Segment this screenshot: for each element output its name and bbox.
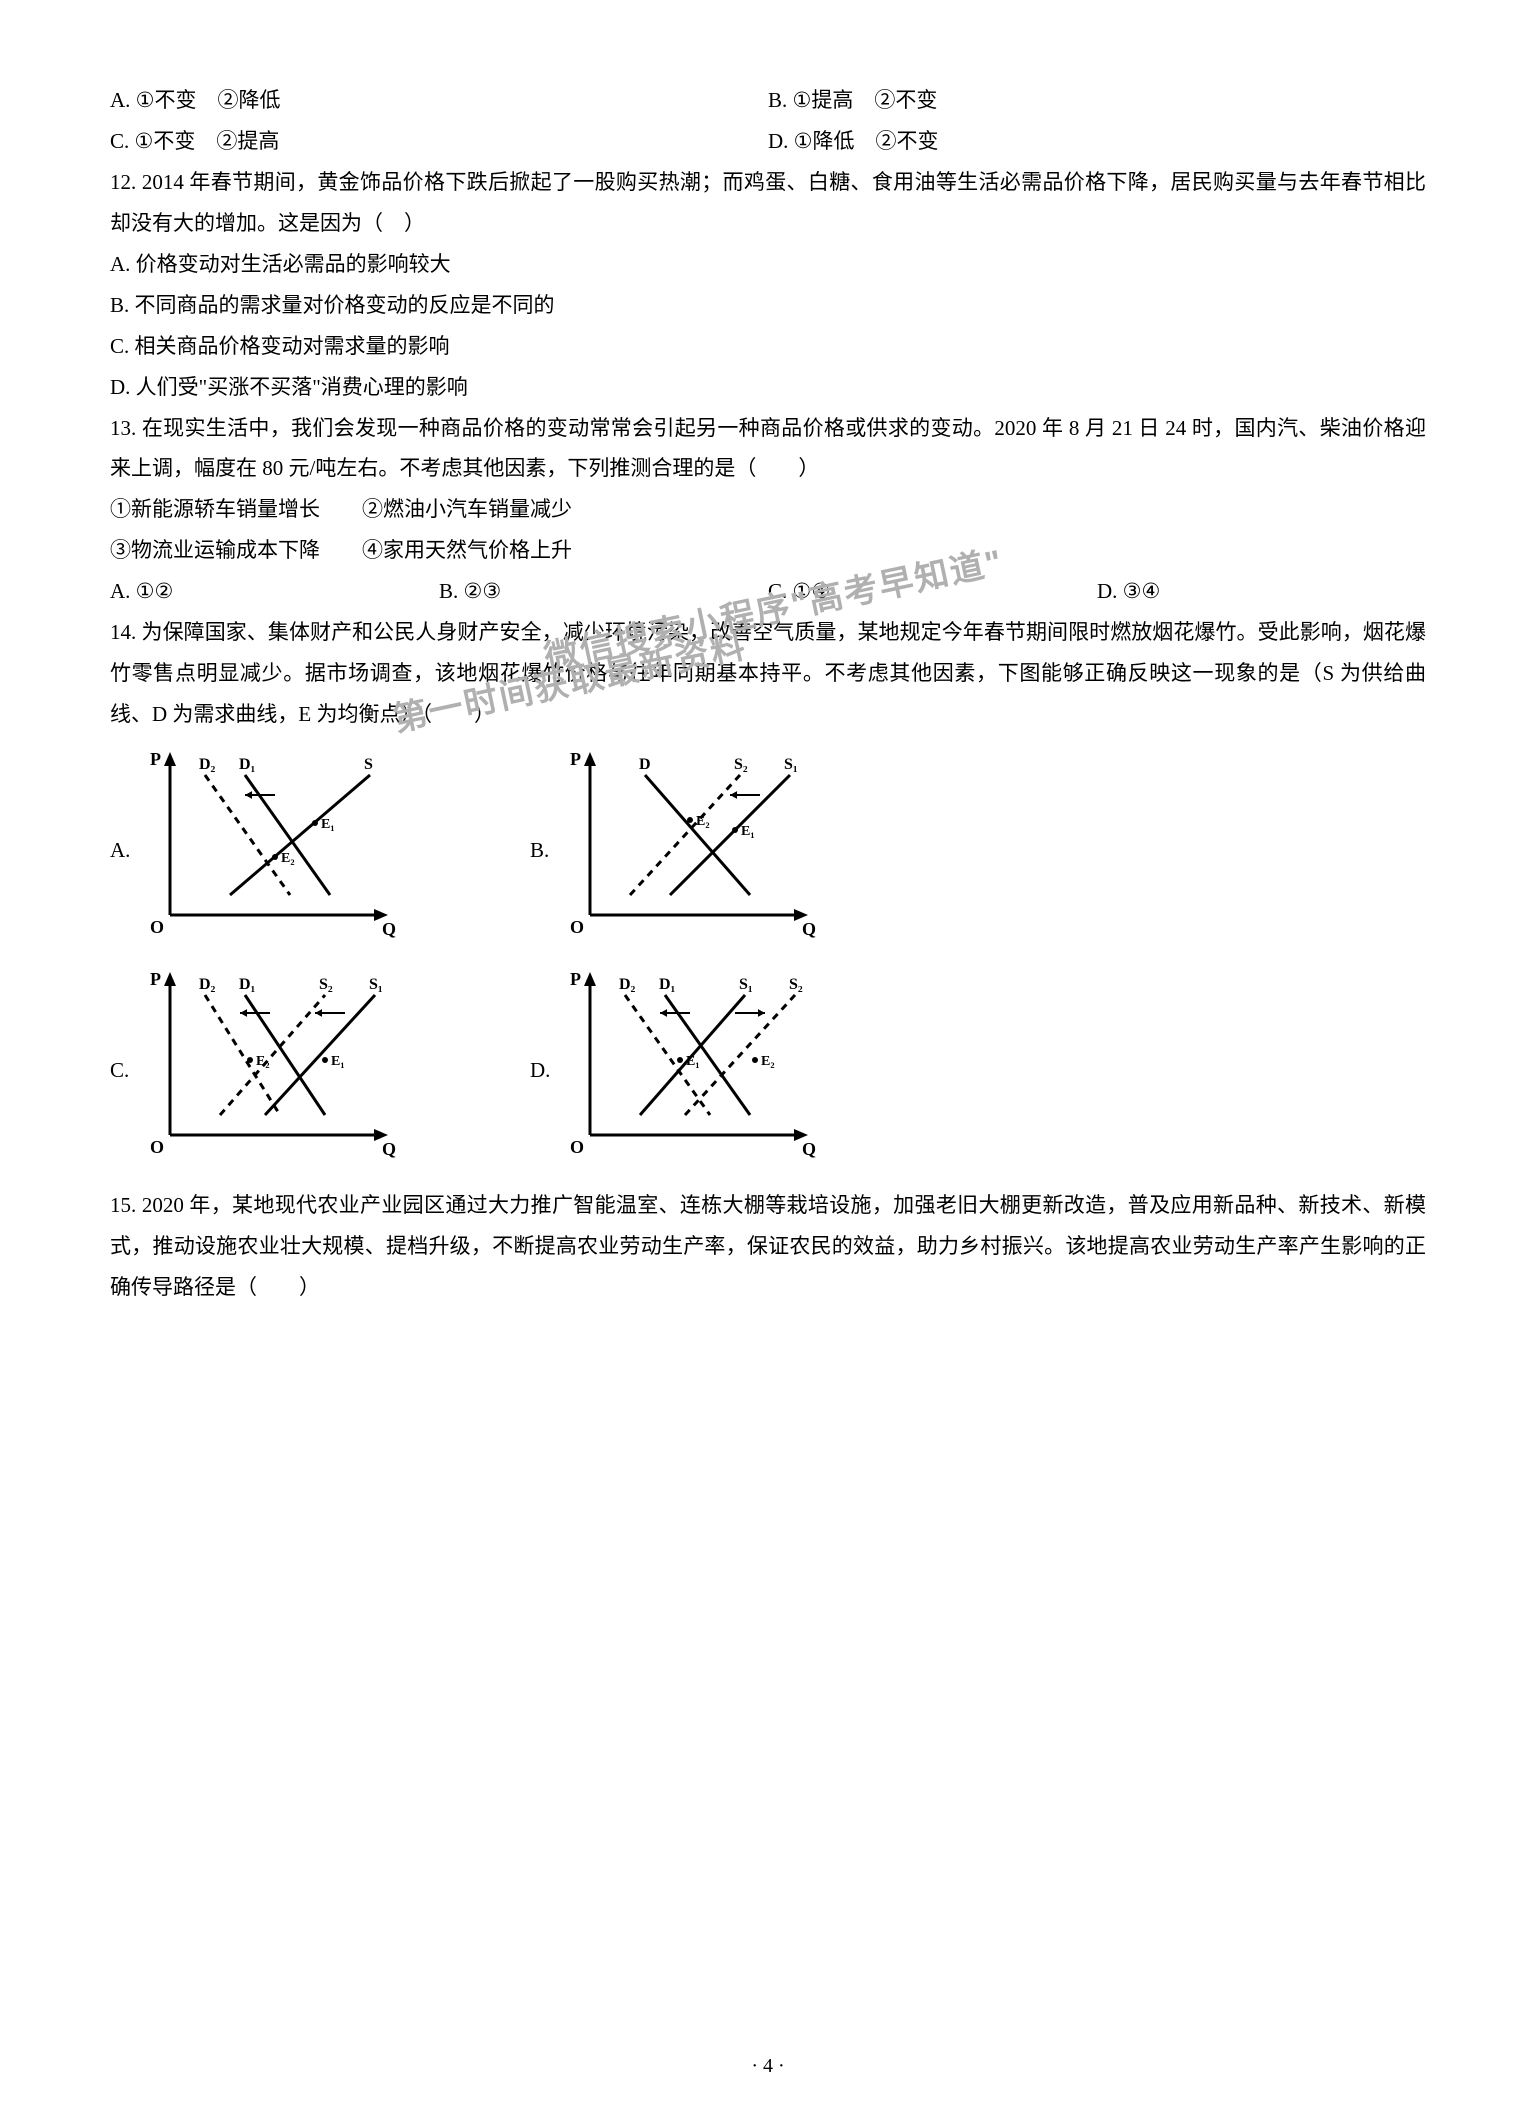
- svg-text:P: P: [150, 749, 161, 769]
- q15-stem: 15. 2020 年，某地现代农业产业园区通过大力推广智能温室、连栋大棚等栽培设…: [110, 1185, 1426, 1308]
- svg-text:E₂: E₂: [281, 851, 295, 866]
- svg-text:S₂: S₂: [789, 976, 803, 993]
- svg-text:D₂: D₂: [199, 976, 216, 993]
- q14-stem: 14. 为保障国家、集体财产和公民人身财产安全，减少环境污染，改善空气质量，某地…: [110, 612, 1426, 735]
- q14-chart-row-2: C. P Q O D₂ D₁ S₂ S₁ E₂ E₁ D. P Q O D₂ D₁ S₁ S₂ E₁ E₂: [110, 965, 1426, 1175]
- svg-text:Q: Q: [802, 1139, 816, 1159]
- svg-text:D₁: D₁: [239, 976, 256, 993]
- svg-text:P: P: [570, 969, 581, 989]
- svg-text:P: P: [570, 749, 581, 769]
- q13-statements-2: ③物流业运输成本下降 ④家用天然气价格上升: [110, 530, 1426, 571]
- q11-options: A. ①不变 ②降低 B. ①提高 ②不变 C. ①不变 ②提高 D. ①降低 …: [110, 80, 1426, 162]
- svg-text:S₁: S₁: [369, 976, 383, 993]
- svg-text:D: D: [639, 756, 651, 773]
- svg-text:S₂: S₂: [734, 756, 748, 773]
- page-number: · 4 ·: [0, 2047, 1536, 2086]
- q13-statements-1: ①新能源轿车销量增长 ②燃油小汽车销量减少: [110, 489, 1426, 530]
- svg-text:S₁: S₁: [784, 756, 798, 773]
- q14-label-c: C.: [110, 1050, 140, 1091]
- q14-label-a: A.: [110, 830, 140, 871]
- svg-text:P: P: [150, 969, 161, 989]
- q13-options: A. ①② B. ②③ C. ①④ D. ③④: [110, 571, 1426, 612]
- q12-opt-c: C. 相关商品价格变动对需求量的影响: [110, 326, 1426, 367]
- q12-opt-a: A. 价格变动对生活必需品的影响较大: [110, 244, 1426, 285]
- svg-text:Q: Q: [802, 919, 816, 939]
- svg-text:E₁: E₁: [331, 1054, 345, 1069]
- svg-text:S₂: S₂: [319, 976, 333, 993]
- svg-text:E₁: E₁: [741, 824, 755, 839]
- q12-opt-b: B. 不同商品的需求量对价格变动的反应是不同的: [110, 285, 1426, 326]
- q13-opt-b: B. ②③: [439, 571, 768, 612]
- svg-text:Q: Q: [382, 919, 396, 939]
- q11-opt-b: B. ①提高 ②不变: [768, 80, 1426, 121]
- svg-text:O: O: [150, 1137, 164, 1157]
- svg-text:O: O: [150, 917, 164, 937]
- svg-text:D₁: D₁: [239, 756, 256, 773]
- svg-text:S₁: S₁: [739, 976, 753, 993]
- q14-label-d: D.: [530, 1050, 560, 1091]
- svg-text:E₂: E₂: [696, 814, 710, 829]
- q14-chart-b: P Q O D S₂ S₁ E₂ E₁: [560, 745, 850, 955]
- q13-stem: 13. 在现实生活中，我们会发现一种商品价格的变动常常会引起另一种商品价格或供求…: [110, 408, 1426, 490]
- q12-opt-d: D. 人们受"买涨不买落"消费心理的影响: [110, 367, 1426, 408]
- svg-text:Q: Q: [382, 1139, 396, 1159]
- q13-opt-d: D. ③④: [1097, 571, 1426, 612]
- q13-opt-c: C. ①④: [768, 571, 1097, 612]
- q14-chart-row-1: A. P Q O D₂ D₁ S E₁ E₂ B. P Q O D S₂ S₁ E₂ E₁: [110, 745, 1426, 955]
- svg-text:D₂: D₂: [619, 976, 636, 993]
- svg-text:E₂: E₂: [761, 1054, 775, 1069]
- svg-text:S: S: [364, 756, 373, 773]
- svg-text:O: O: [570, 1137, 584, 1157]
- svg-text:E₂: E₂: [256, 1054, 270, 1069]
- svg-text:E₁: E₁: [321, 817, 335, 832]
- q14-chart-a: P Q O D₂ D₁ S E₁ E₂: [140, 745, 430, 955]
- svg-text:E₁: E₁: [686, 1054, 700, 1069]
- svg-text:O: O: [570, 917, 584, 937]
- q14-label-b: B.: [530, 830, 560, 871]
- exam-page: A. ①不变 ②降低 B. ①提高 ②不变 C. ①不变 ②提高 D. ①降低 …: [0, 0, 1536, 2126]
- q11-opt-a: A. ①不变 ②降低: [110, 80, 768, 121]
- svg-text:D₂: D₂: [199, 756, 216, 773]
- q14-chart-c: P Q O D₂ D₁ S₂ S₁ E₂ E₁: [140, 965, 430, 1175]
- svg-text:D₁: D₁: [659, 976, 676, 993]
- q12-stem: 12. 2014 年春节期间，黄金饰品价格下跌后掀起了一股购买热潮；而鸡蛋、白糖…: [110, 162, 1426, 244]
- q11-opt-d: D. ①降低 ②不变: [768, 121, 1426, 162]
- q14-chart-d: P Q O D₂ D₁ S₁ S₂ E₁ E₂: [560, 965, 850, 1175]
- q11-opt-c: C. ①不变 ②提高: [110, 121, 768, 162]
- q13-opt-a: A. ①②: [110, 571, 439, 612]
